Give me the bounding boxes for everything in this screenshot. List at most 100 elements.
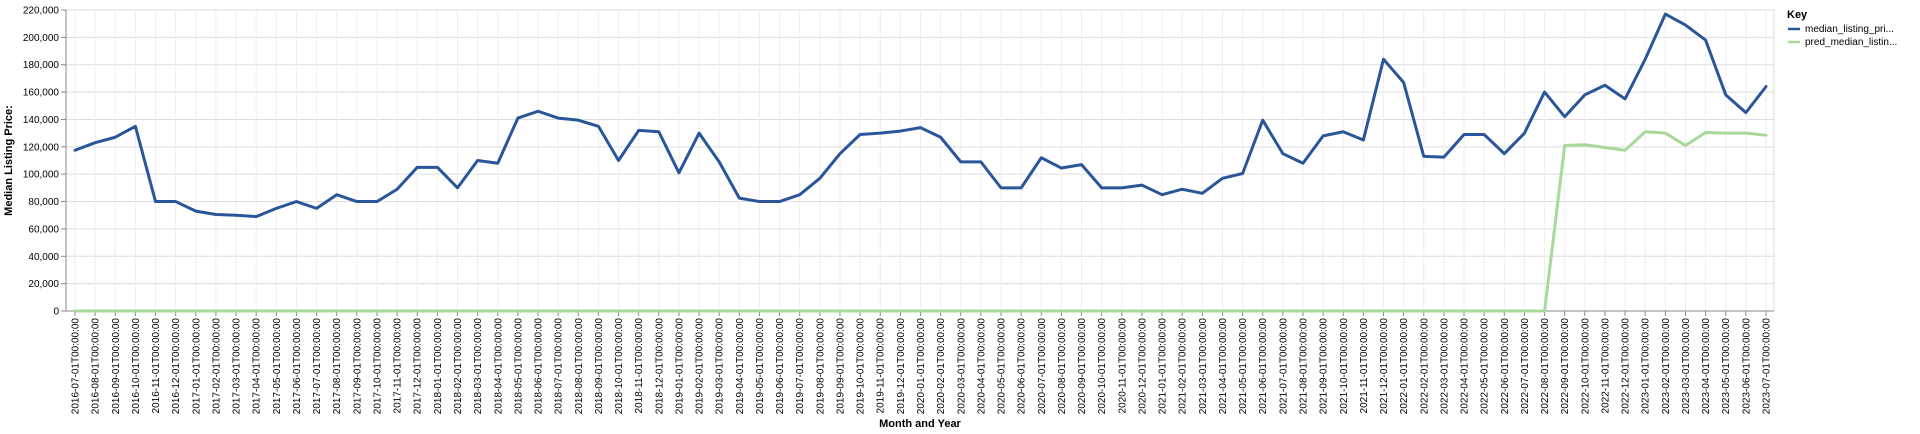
- x-tick-label: 2018-02-01T00:00:00: [453, 318, 464, 415]
- x-tick-label: 2016-09-01T00:00:00: [111, 318, 122, 415]
- x-tick-label: 2017-06-01T00:00:00: [292, 318, 303, 415]
- x-tick-label: 2023-01-01T00:00:00: [1641, 318, 1652, 415]
- x-tick-label: 2022-07-01T00:00:00: [1520, 318, 1531, 415]
- x-tick-label: 2018-01-01T00:00:00: [433, 318, 444, 415]
- x-tick-label: 2019-01-01T00:00:00: [674, 318, 685, 415]
- x-tick-label: 2019-07-01T00:00:00: [795, 318, 806, 415]
- x-tick-label: 2020-10-01T00:00:00: [1097, 318, 1108, 415]
- x-tick-label: 2022-04-01T00:00:00: [1460, 318, 1471, 415]
- x-tick-label: 2020-08-01T00:00:00: [1057, 318, 1068, 415]
- y-tick-label: 160,000: [23, 88, 60, 99]
- series-line-1: [73, 130, 1768, 313]
- x-tick-label: 2018-10-01T00:00:00: [614, 318, 625, 415]
- y-tick-label: 140,000: [23, 115, 60, 126]
- x-tick-label: 2018-03-01T00:00:00: [473, 318, 484, 415]
- x-tick-label: 2022-01-01T00:00:00: [1399, 318, 1410, 415]
- x-tick-label: 2022-10-01T00:00:00: [1580, 318, 1591, 415]
- x-tick-label: 2019-11-01T00:00:00: [876, 318, 887, 414]
- x-tick-label: 2017-05-01T00:00:00: [272, 318, 283, 415]
- x-tick-label: 2021-04-01T00:00:00: [1218, 318, 1229, 415]
- x-tick-label: 2022-05-01T00:00:00: [1480, 318, 1491, 415]
- x-tick-label: 2018-07-01T00:00:00: [554, 318, 565, 415]
- x-tick-label: 2023-03-01T00:00:00: [1681, 318, 1692, 415]
- x-tick-label: 2017-08-01T00:00:00: [332, 318, 343, 415]
- y-tick-label: 20,000: [28, 279, 59, 290]
- x-tick-label: 2023-05-01T00:00:00: [1721, 318, 1732, 415]
- x-tick-label: 2021-11-01T00:00:00: [1359, 318, 1370, 414]
- x-tick-label: 2023-02-01T00:00:00: [1661, 318, 1672, 415]
- x-tick-label: 2017-07-01T00:00:00: [312, 318, 323, 415]
- x-tick-label: 2022-09-01T00:00:00: [1560, 318, 1571, 415]
- x-tick-label: 2017-12-01T00:00:00: [413, 318, 424, 415]
- x-tick-label: 2017-01-01T00:00:00: [191, 318, 202, 415]
- x-tick-label: 2019-12-01T00:00:00: [896, 318, 907, 415]
- x-tick-label: 2021-02-01T00:00:00: [1178, 318, 1189, 415]
- x-tick-label: 2021-10-01T00:00:00: [1339, 318, 1350, 415]
- y-axis-title: Median Listing Price:: [3, 105, 15, 216]
- x-axis: 2016-07-01T00:00:00 2016-08-01T00:00:00 20…: [66, 310, 1774, 415]
- y-tick-label: 100,000: [23, 170, 60, 181]
- x-tick-label: 2021-01-01T00:00:00: [1158, 318, 1169, 415]
- x-tick-label: 2022-11-01T00:00:00: [1600, 318, 1611, 414]
- x-tick-label: 2023-06-01T00:00:00: [1741, 318, 1752, 415]
- x-tick-label: 2018-04-01T00:00:00: [493, 318, 504, 415]
- legend-title: Key: [1787, 9, 1808, 21]
- x-tick-label: 2016-08-01T00:00:00: [91, 318, 102, 415]
- x-tick-label: 2021-06-01T00:00:00: [1258, 318, 1269, 415]
- x-tick-label: 2020-05-01T00:00:00: [997, 318, 1008, 415]
- x-tick-label: 2019-08-01T00:00:00: [815, 318, 826, 415]
- x-tick-label: 2020-06-01T00:00:00: [1017, 318, 1028, 415]
- legend-label-1: pred_median_listin...: [1805, 37, 1897, 48]
- x-tick-label: 2020-11-01T00:00:00: [1117, 318, 1128, 414]
- x-tick-label: 2021-08-01T00:00:00: [1298, 318, 1309, 415]
- x-tick-label: 2018-05-01T00:00:00: [513, 318, 524, 415]
- y-axis: 0 20,000 40,000 60,000 80,000 100,000 120,000 1…: [23, 6, 67, 318]
- x-tick-label: 2018-11-01T00:00:00: [634, 318, 645, 414]
- x-tick-label: 2017-09-01T00:00:00: [352, 318, 363, 415]
- x-tick-label: 2016-07-01T00:00:00: [71, 318, 82, 415]
- x-tick-label: 2016-11-01T00:00:00: [151, 318, 162, 414]
- x-tick-label: 2022-06-01T00:00:00: [1500, 318, 1511, 415]
- x-tick-label: 2017-10-01T00:00:00: [372, 318, 383, 415]
- x-tick-label: 2021-12-01T00:00:00: [1379, 318, 1390, 415]
- x-tick-label: 2019-04-01T00:00:00: [735, 318, 746, 415]
- x-tick-label: 2021-09-01T00:00:00: [1319, 318, 1330, 415]
- x-tick-label: 2020-01-01T00:00:00: [916, 318, 927, 415]
- x-tick-label: 2022-08-01T00:00:00: [1540, 318, 1551, 415]
- y-tick-label: 40,000: [28, 252, 59, 263]
- x-tick-label: 2023-07-01T00:00:00: [1762, 318, 1773, 415]
- x-tick-label: 2020-07-01T00:00:00: [1037, 318, 1048, 415]
- x-tick-label: 2017-03-01T00:00:00: [232, 318, 243, 415]
- x-tick-label: 2017-02-01T00:00:00: [211, 318, 222, 415]
- x-tick-label: 2017-04-01T00:00:00: [252, 318, 263, 415]
- y-tick-label: 180,000: [23, 60, 60, 71]
- x-tick-label: 2021-05-01T00:00:00: [1238, 318, 1249, 415]
- x-tick-label: 2023-04-01T00:00:00: [1701, 318, 1712, 415]
- x-tick-label: 2019-03-01T00:00:00: [715, 318, 726, 415]
- x-tick-label: 2018-06-01T00:00:00: [534, 318, 545, 415]
- y-tick-label: 80,000: [28, 197, 59, 208]
- x-tick-label: 2018-09-01T00:00:00: [594, 318, 605, 415]
- x-tick-label: 2018-08-01T00:00:00: [574, 318, 585, 415]
- x-tick-label: 2022-12-01T00:00:00: [1621, 318, 1632, 415]
- x-tick-label: 2020-03-01T00:00:00: [956, 318, 967, 415]
- y-tick-label: 0: [53, 307, 59, 318]
- x-tick-label: 2019-06-01T00:00:00: [775, 318, 786, 415]
- x-tick-label: 2020-12-01T00:00:00: [1137, 318, 1148, 415]
- legend-label-0: median_listing_pri...: [1805, 24, 1894, 35]
- x-tick-label: 2020-04-01T00:00:00: [976, 318, 987, 415]
- series-line-0: [73, 12, 1768, 219]
- x-axis-title: Month and Year: [879, 418, 961, 430]
- x-tick-label: 2020-09-01T00:00:00: [1077, 318, 1088, 415]
- x-tick-label: 2021-03-01T00:00:00: [1198, 318, 1209, 415]
- x-tick-label: 2022-02-01T00:00:00: [1419, 318, 1430, 415]
- x-tick-label: 2019-02-01T00:00:00: [695, 318, 706, 415]
- x-tick-label: 2019-10-01T00:00:00: [856, 318, 867, 415]
- x-tick-label: 2019-09-01T00:00:00: [835, 318, 846, 415]
- grid-lines: [65, 9, 1775, 312]
- y-tick-label: 60,000: [28, 224, 59, 235]
- y-tick-label: 220,000: [23, 6, 60, 17]
- x-tick-label: 2022-03-01T00:00:00: [1439, 318, 1450, 415]
- y-tick-label: 200,000: [23, 33, 60, 44]
